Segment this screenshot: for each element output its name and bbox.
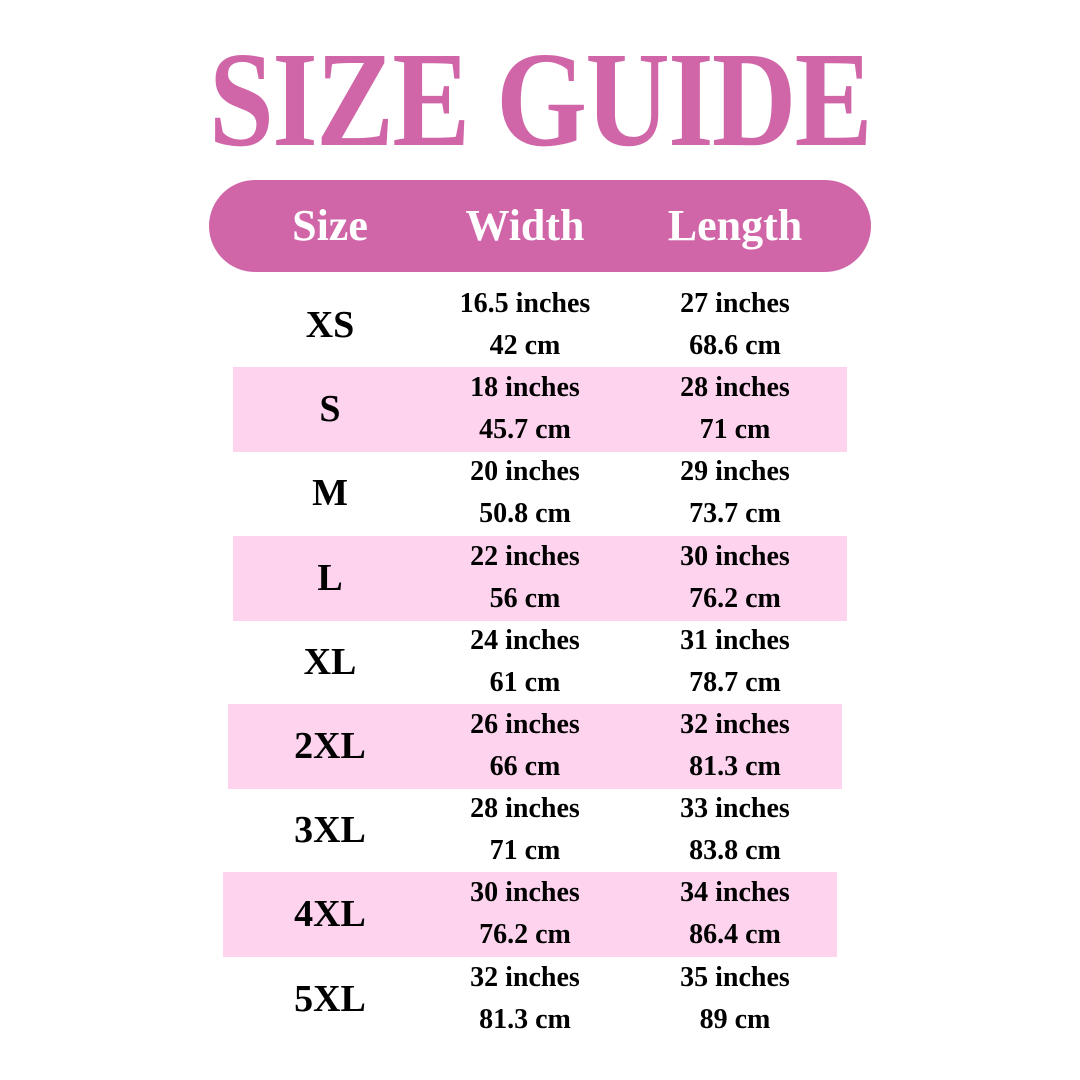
size-label: 2XL	[294, 725, 366, 767]
length-cell: 27 inches 68.6 cm	[605, 283, 865, 368]
width-cm: 45.7 cm	[479, 414, 571, 446]
table-row: M 20 inches 50.8 cm 29 inches 73.7 cm	[233, 451, 847, 536]
length-cm: 71 cm	[699, 414, 771, 446]
length-cell: 34 inches 86.4 cm	[605, 872, 865, 957]
table-row: L 22 inches 56 cm 30 inches 76.2 cm	[233, 535, 847, 621]
length-inches: 28 inches	[680, 372, 790, 404]
size-label: M	[312, 472, 348, 515]
table-row: XL 24 inches 61 cm 31 inches 78.7 cm	[233, 620, 847, 705]
length-inches: 27 inches	[680, 288, 790, 319]
width-cm: 61 cm	[489, 666, 561, 698]
width-cm: 66 cm	[489, 751, 561, 782]
length-inches: 30 inches	[680, 540, 790, 572]
table-row: XS 16.5 inches 42 cm 27 inches 68.6 cm	[233, 283, 847, 368]
size-label: XS	[305, 304, 355, 346]
length-cell: 33 inches 83.8 cm	[605, 788, 865, 873]
width-inches: 30 inches	[470, 877, 580, 909]
width-cell: 32 inches 81.3 cm	[395, 957, 655, 1042]
length-cm: 76.2 cm	[689, 582, 781, 614]
width-cell: 24 inches 61 cm	[395, 620, 655, 705]
width-inches: 32 inches	[470, 961, 580, 993]
length-cm: 73.7 cm	[689, 498, 781, 530]
length-cm: 86.4 cm	[689, 919, 781, 951]
header-width: Width	[465, 201, 585, 250]
size-label: 3XL	[294, 809, 366, 852]
length-inches: 35 inches	[680, 961, 790, 993]
size-label: S	[319, 388, 341, 431]
length-cm: 83.8 cm	[689, 835, 781, 867]
width-inches: 24 inches	[470, 624, 580, 656]
width-cell: 20 inches 50.8 cm	[395, 451, 655, 536]
size-label: 4XL	[294, 893, 366, 936]
length-cell: 29 inches 73.7 cm	[605, 451, 865, 536]
length-inches: 34 inches	[680, 877, 790, 909]
width-inches: 18 inches	[470, 372, 580, 404]
length-cm: 89 cm	[699, 1003, 771, 1035]
table-row: 5XL 32 inches 81.3 cm 35 inches 89 cm	[223, 957, 837, 1042]
length-inches: 29 inches	[680, 456, 790, 488]
length-cell: 30 inches 76.2 cm	[605, 536, 865, 621]
size-label: XL	[303, 640, 357, 683]
length-inches: 31 inches	[680, 624, 790, 656]
header-size: Size	[292, 201, 368, 250]
width-inches: 20 inches	[470, 456, 580, 488]
width-cell: 26 inches 66 cm	[395, 704, 655, 789]
width-cell: 16.5 inches 42 cm	[395, 283, 655, 368]
width-inches: 26 inches	[470, 709, 580, 740]
width-cm: 50.8 cm	[479, 498, 571, 530]
length-cm: 81.3 cm	[689, 751, 781, 782]
length-inches: 32 inches	[680, 709, 790, 740]
width-cell: 30 inches 76.2 cm	[395, 872, 655, 957]
size-label: 5XL	[294, 977, 366, 1020]
size-label: L	[317, 556, 343, 599]
length-inches: 33 inches	[680, 793, 790, 825]
table-row: 3XL 28 inches 71 cm 33 inches 83.8 cm	[228, 788, 842, 873]
width-cm: 81.3 cm	[479, 1003, 571, 1035]
length-cm: 68.6 cm	[689, 330, 781, 361]
length-cell: 28 inches 71 cm	[605, 367, 865, 452]
length-cell: 31 inches 78.7 cm	[605, 620, 865, 705]
length-cell: 32 inches 81.3 cm	[605, 704, 865, 789]
width-cm: 56 cm	[489, 582, 561, 614]
header-length: Length	[667, 201, 803, 250]
table-header: Size Width Length	[209, 180, 871, 272]
table-row: S 18 inches 45.7 cm 28 inches 71 cm	[233, 367, 847, 453]
width-cm: 71 cm	[489, 835, 561, 867]
width-cell: 22 inches 56 cm	[395, 536, 655, 621]
page-title: SIZE GUIDE	[208, 25, 873, 175]
width-inches: 22 inches	[470, 540, 580, 572]
width-cell: 18 inches 45.7 cm	[395, 367, 655, 452]
length-cell: 35 inches 89 cm	[605, 957, 865, 1042]
length-cm: 78.7 cm	[689, 666, 781, 698]
width-cell: 28 inches 71 cm	[395, 788, 655, 873]
width-cm: 42 cm	[489, 330, 561, 361]
width-inches: 16.5 inches	[459, 288, 591, 319]
width-inches: 28 inches	[470, 793, 580, 825]
table-row: 2XL 26 inches 66 cm 32 inches 81.3 cm	[228, 704, 842, 789]
table-row: 4XL 30 inches 76.2 cm 34 inches 86.4 cm	[223, 872, 837, 958]
width-cm: 76.2 cm	[479, 919, 571, 951]
